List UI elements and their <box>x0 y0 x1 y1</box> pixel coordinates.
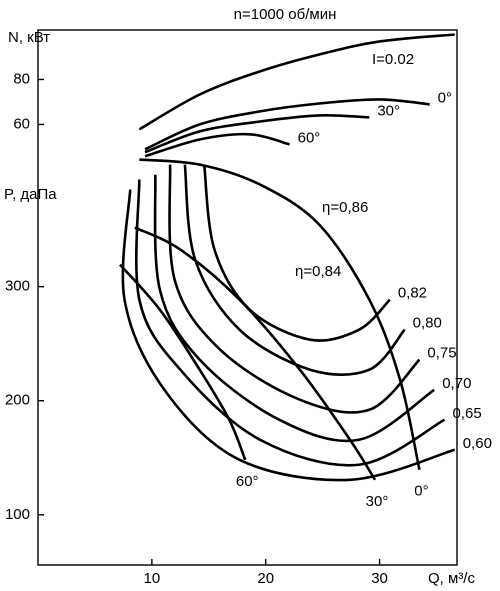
y2-tick-label: 80 <box>13 70 30 87</box>
curve <box>144 132 290 158</box>
x-tick-label: 10 <box>144 570 161 587</box>
y-tick-label: 200 <box>5 392 30 409</box>
curve <box>139 158 421 471</box>
curve <box>168 164 421 414</box>
series-label: 30° <box>377 102 400 119</box>
curve <box>134 179 446 467</box>
curve <box>183 164 406 377</box>
y2-tick-label: 60 <box>13 115 30 132</box>
curve <box>138 33 455 131</box>
series-label: 0,65 <box>452 405 481 422</box>
y-tick-label: 300 <box>5 278 30 295</box>
series-label: 0,80 <box>413 315 442 332</box>
x-tick-label: 30 <box>371 570 388 587</box>
chart-title: n=1000 об/мин <box>234 6 337 23</box>
annotation: η=0,86 <box>322 199 368 216</box>
annotation: η=0,84 <box>295 263 341 280</box>
x-tick-label: 20 <box>257 570 274 587</box>
y2-axis-label: N, кВт <box>8 29 50 46</box>
series-label: 0,70 <box>442 375 471 392</box>
plot-frame <box>37 29 458 566</box>
series-label: 60° <box>298 129 321 146</box>
curve <box>153 174 435 443</box>
curve <box>121 189 456 482</box>
series-label: 0° <box>414 483 428 500</box>
y-tick-label: 100 <box>5 506 30 523</box>
series-label: 0,60 <box>463 435 492 452</box>
curve <box>202 164 391 342</box>
series-label: 0,75 <box>427 345 456 362</box>
series-label: 30° <box>366 493 389 510</box>
annotation: I=0.02 <box>372 51 414 68</box>
series-label: 0° <box>438 89 452 106</box>
y-axis-label: P, даПа <box>4 186 57 203</box>
series-label: 60° <box>236 473 259 490</box>
curve <box>144 113 370 154</box>
series-label: 0,82 <box>398 285 427 302</box>
curve <box>119 263 247 461</box>
x-axis-label: Q, м³/с <box>428 570 475 587</box>
curve <box>144 98 430 151</box>
